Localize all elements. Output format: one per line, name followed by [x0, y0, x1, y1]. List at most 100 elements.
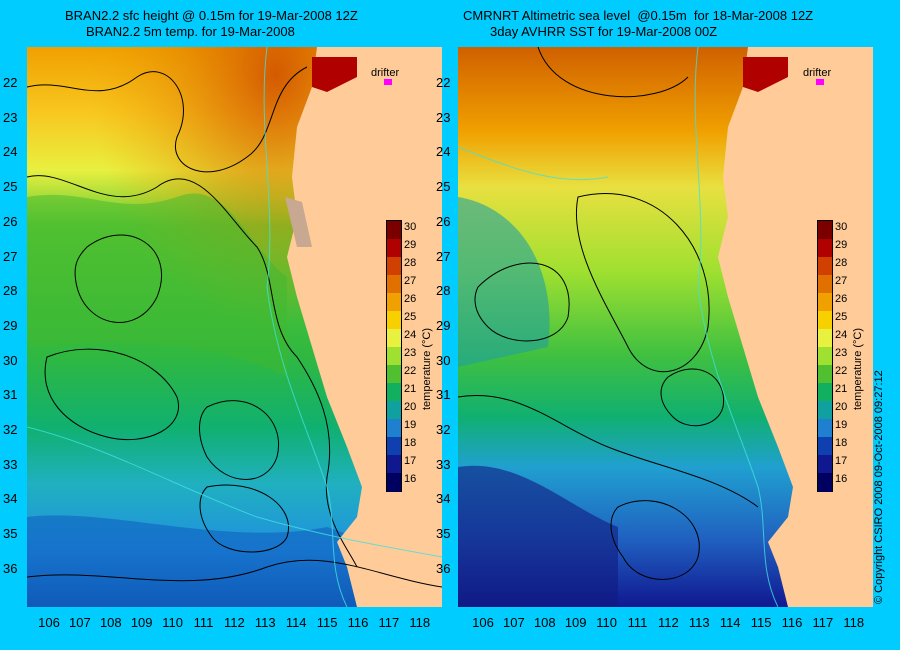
right-colorbar-label: 20	[835, 401, 848, 413]
left-colorbar-label: 23	[404, 347, 417, 359]
right-lat-tick: 26	[436, 213, 451, 229]
left-colorbar-swatch	[387, 401, 401, 420]
right-map	[458, 47, 873, 607]
right-lon-tick: 113	[688, 615, 710, 630]
left-lon-tick: 114	[285, 615, 307, 630]
right-lon-tick: 112	[658, 615, 679, 630]
right-lon-tick: 108	[533, 615, 556, 630]
right-drifter-marker	[816, 79, 824, 85]
left-lon-tick: 109	[130, 615, 153, 630]
left-lat-tick: 24	[3, 144, 18, 160]
right-lon-tick: 114	[719, 615, 741, 630]
left-colorbar-label: 22	[404, 365, 417, 377]
left-lat-tick: 35	[3, 526, 18, 542]
left-colorbar-label: 24	[404, 329, 417, 341]
right-lat-tick: 28	[436, 283, 451, 299]
right-lat-tick: 33	[436, 456, 451, 472]
right-colorbar-title: temperature (°C)	[852, 327, 864, 410]
left-map-svg	[27, 47, 442, 607]
left-lon-tick: 111	[193, 615, 214, 630]
right-colorbar-swatch	[818, 275, 832, 294]
right-lat-tick: 36	[436, 560, 451, 576]
right-lon-tick: 117	[812, 615, 834, 630]
left-colorbar-swatch	[387, 221, 401, 240]
left-colorbar-label: 28	[404, 257, 417, 269]
left-colorbar-swatch	[387, 419, 401, 438]
left-colorbar-label: 21	[404, 383, 417, 395]
right-colorbar-swatch	[818, 239, 832, 258]
right-lon-tick: 107	[503, 615, 525, 630]
left-lon-tick: 113	[254, 615, 276, 630]
right-colorbar-swatch	[818, 455, 832, 474]
left-colorbar-label: 19	[404, 419, 417, 431]
left-colorbar-swatch	[387, 383, 401, 402]
right-lat-tick: 24	[436, 144, 451, 160]
right-colorbar-swatch	[818, 401, 832, 420]
left-colorbar-label: 29	[404, 239, 417, 251]
left-lon-tick: 107	[69, 615, 91, 630]
right-colorbar-swatch	[818, 293, 832, 312]
right-colorbar-label: 28	[835, 257, 848, 269]
right-lon-tick: 118	[843, 615, 865, 630]
right-colorbar-label: 19	[835, 419, 848, 431]
left-lat-tick: 32	[3, 422, 18, 437]
left-title-line2: BRAN2.2 5m temp. for 19-Mar-2008	[86, 24, 295, 39]
right-colorbar-swatch	[818, 347, 832, 366]
copyright-text: © Copyright CSIRO 2008 09-Oct-2008 09:27…	[873, 370, 885, 604]
right-lat-tick: 30	[436, 352, 451, 368]
left-drifter-label: drifter	[371, 67, 400, 79]
right-colorbar-label: 27	[835, 275, 848, 287]
right-lat-tick: 23	[436, 109, 451, 125]
right-drifter-label: drifter	[803, 67, 832, 79]
right-colorbar-swatch	[818, 311, 832, 330]
right-lat-tick: 22	[436, 75, 451, 90]
left-colorbar	[386, 220, 402, 492]
right-lon-tick: 110	[596, 615, 617, 630]
left-lon-tick: 116	[347, 615, 369, 630]
right-lat-tick: 31	[436, 387, 451, 403]
left-lat-tick: 22	[3, 75, 18, 90]
right-colorbar-swatch	[818, 473, 832, 492]
left-colorbar-label: 16	[404, 473, 417, 485]
right-title-line1: CMRNRT Altimetric sea level @0.15m for 1…	[463, 8, 814, 23]
left-colorbar-swatch	[387, 329, 401, 348]
right-map-svg	[458, 47, 873, 607]
left-lat-tick: 34	[3, 491, 18, 507]
right-lon-tick: 116	[781, 615, 803, 630]
left-map	[27, 47, 442, 607]
right-title-line2: 3day AVHRR SST for 19-Mar-2008 00Z	[490, 24, 718, 39]
right-colorbar-label: 24	[835, 329, 848, 341]
left-lat-tick: 30	[3, 352, 18, 368]
left-colorbar-swatch	[387, 365, 401, 384]
left-lon-tick: 108	[99, 615, 122, 630]
right-colorbar-swatch	[818, 257, 832, 276]
right-colorbar-label: 18	[835, 437, 848, 449]
left-title-line1: BRAN2.2 sfc height @ 0.15m for 19-Mar-20…	[65, 8, 358, 23]
left-colorbar-swatch	[387, 437, 401, 456]
left-colorbar-swatch	[387, 275, 401, 294]
right-colorbar-swatch	[818, 419, 832, 438]
right-colorbar-label: 23	[835, 347, 848, 359]
left-colorbar-label: 18	[404, 437, 417, 449]
left-lon-tick: 117	[378, 615, 400, 630]
left-lat-tick: 33	[3, 456, 18, 472]
right-colorbar-swatch	[818, 437, 832, 456]
right-colorbar-label: 29	[835, 239, 848, 251]
right-colorbar-label: 30	[835, 221, 848, 233]
left-lat-tick: 28	[3, 283, 18, 299]
left-colorbar-label: 30	[404, 221, 417, 233]
left-lon-tick: 106	[38, 615, 60, 630]
left-lon-tick: 118	[409, 615, 431, 630]
left-colorbar-swatch	[387, 347, 401, 366]
left-colorbar-swatch	[387, 239, 401, 258]
right-lon-tick: 109	[564, 615, 587, 630]
left-lat-tick: 23	[3, 109, 18, 125]
right-lat-tick: 29	[436, 317, 451, 333]
left-colorbar-label: 17	[404, 455, 417, 467]
left-colorbar-label: 26	[404, 293, 417, 305]
right-lat-tick: 27	[436, 248, 451, 264]
right-lon-tick: 106	[472, 615, 494, 630]
left-lat-tick: 29	[3, 317, 18, 333]
right-lat-tick: 34	[436, 491, 451, 507]
right-colorbar-label: 21	[835, 383, 848, 395]
